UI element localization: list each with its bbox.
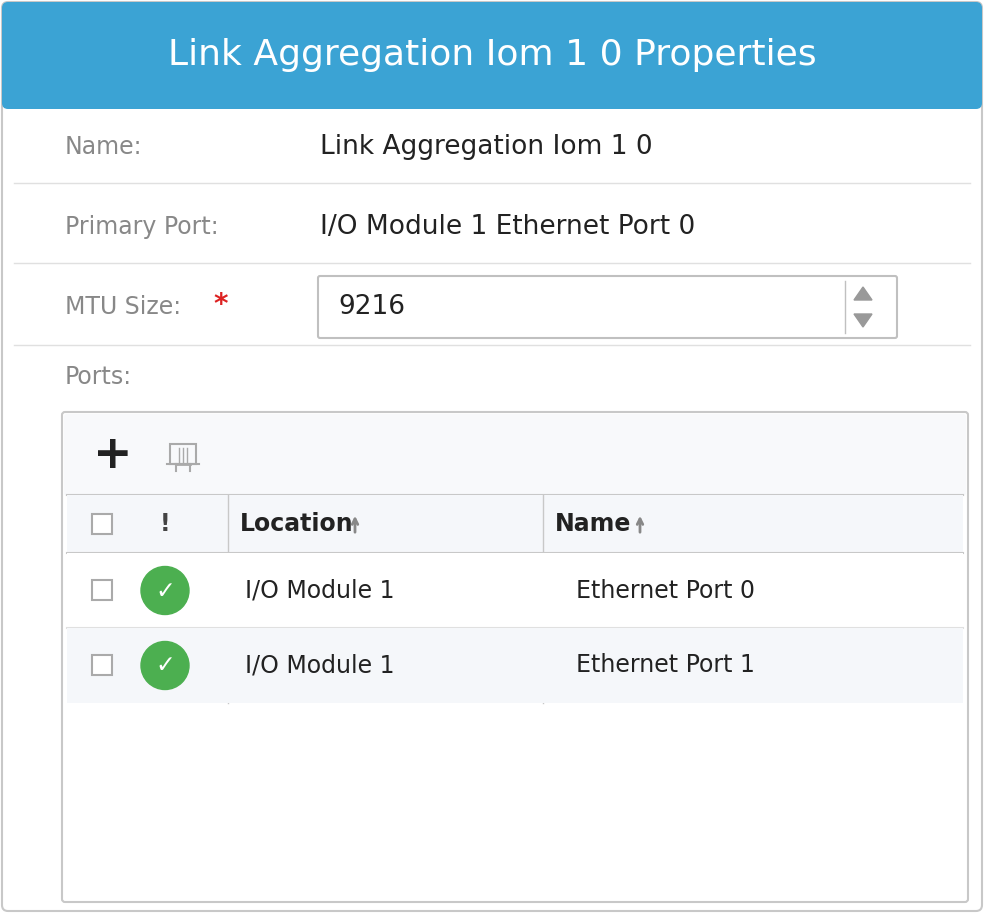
Text: Link Aggregation Iom 1 0: Link Aggregation Iom 1 0 xyxy=(320,134,652,160)
Text: I/O Module 1: I/O Module 1 xyxy=(245,579,395,603)
FancyBboxPatch shape xyxy=(318,276,897,338)
FancyBboxPatch shape xyxy=(2,2,982,109)
Bar xyxy=(67,553,963,628)
Text: I/O Module 1 Ethernet Port 0: I/O Module 1 Ethernet Port 0 xyxy=(320,214,696,240)
Text: !: ! xyxy=(159,512,170,536)
Bar xyxy=(92,514,112,534)
Text: *: * xyxy=(213,291,227,319)
Text: +: + xyxy=(93,433,133,477)
Bar xyxy=(92,581,112,601)
Text: Location: Location xyxy=(240,512,353,536)
Text: 9216: 9216 xyxy=(338,294,405,320)
Bar xyxy=(92,656,112,676)
Text: Primary Port:: Primary Port: xyxy=(65,215,218,239)
Circle shape xyxy=(141,642,189,689)
Text: MTU Size:: MTU Size: xyxy=(65,295,181,319)
Polygon shape xyxy=(854,287,872,300)
Bar xyxy=(67,628,963,703)
Text: Ethernet Port 1: Ethernet Port 1 xyxy=(576,654,755,677)
Circle shape xyxy=(141,566,189,614)
Text: Ethernet Port 0: Ethernet Port 0 xyxy=(576,579,755,603)
Bar xyxy=(67,417,963,493)
Bar xyxy=(8,56,976,103)
Text: I/O Module 1: I/O Module 1 xyxy=(245,654,395,677)
Text: Link Aggregation Iom 1 0 Properties: Link Aggregation Iom 1 0 Properties xyxy=(167,38,817,72)
Text: ✓: ✓ xyxy=(155,654,175,677)
FancyBboxPatch shape xyxy=(62,412,968,902)
FancyBboxPatch shape xyxy=(64,414,966,496)
Text: Name:: Name: xyxy=(65,135,143,159)
Text: Name: Name xyxy=(555,512,632,536)
Polygon shape xyxy=(854,314,872,327)
Bar xyxy=(67,495,963,553)
Text: Ports:: Ports: xyxy=(65,365,132,389)
Text: ✓: ✓ xyxy=(155,579,175,603)
Bar xyxy=(170,444,196,464)
